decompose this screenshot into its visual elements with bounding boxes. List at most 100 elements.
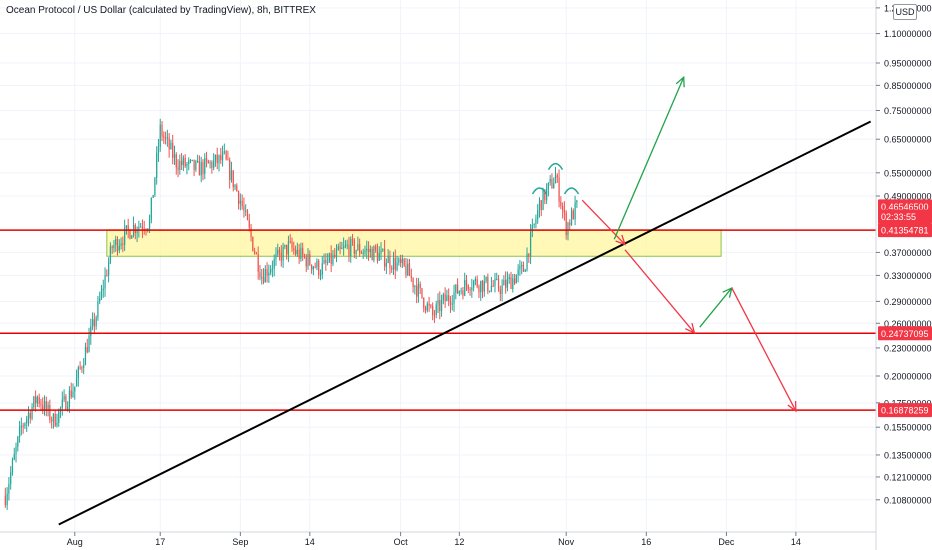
candle-body xyxy=(367,248,370,253)
candle-body xyxy=(471,287,473,290)
candle-body xyxy=(168,137,170,150)
candle-body xyxy=(141,226,144,230)
candle-body xyxy=(392,257,395,270)
candle-body xyxy=(323,259,325,264)
candle-body xyxy=(469,289,471,291)
candle-body xyxy=(529,232,532,257)
candle-body xyxy=(113,245,115,249)
trend-line xyxy=(58,120,872,526)
price-tick-label: 0.13500000 xyxy=(884,450,932,460)
candle-body xyxy=(476,279,478,287)
candle-body xyxy=(56,422,58,426)
candle-body xyxy=(166,137,168,139)
candle-body xyxy=(67,406,69,410)
candle-body xyxy=(464,280,466,296)
candle-body xyxy=(334,254,336,257)
candle-body xyxy=(535,219,537,224)
candle-body xyxy=(510,276,512,290)
time-axis[interactable]: Aug 17 Sep 14 Oct 12 Nov 16 Dec 14 xyxy=(0,531,876,547)
candle-body xyxy=(136,230,138,234)
candle-body xyxy=(134,225,136,234)
price-tick-label: 0.65000000 xyxy=(884,135,932,145)
price-label-text: 0.16878259 xyxy=(881,406,929,416)
price-label-box xyxy=(878,223,932,238)
candle-body xyxy=(31,407,33,419)
candle-body xyxy=(328,253,331,263)
candle-body xyxy=(489,290,491,292)
candle-body xyxy=(188,160,190,165)
candle-body xyxy=(278,249,281,253)
candle-body xyxy=(241,200,243,207)
price-tick-label: 0.29000000 xyxy=(884,297,932,307)
candle-body xyxy=(253,250,256,253)
candle-body xyxy=(570,210,573,225)
candle-body xyxy=(435,304,437,316)
candle-body xyxy=(560,201,562,207)
candle-body xyxy=(318,260,320,276)
candle-body xyxy=(394,257,396,270)
candle-body xyxy=(483,281,485,292)
candle-body xyxy=(170,142,172,150)
candle-body xyxy=(172,142,174,158)
candle-body xyxy=(177,167,179,170)
candle-body xyxy=(387,256,389,264)
candle-body xyxy=(287,241,290,255)
candle-body xyxy=(234,185,236,188)
candle-body xyxy=(494,279,496,286)
candle-body xyxy=(455,284,457,293)
candle-body xyxy=(503,280,505,286)
candle-body xyxy=(266,269,268,276)
time-tick-label: Sep xyxy=(232,537,248,547)
candle-body xyxy=(485,276,487,282)
candle-body xyxy=(362,252,364,254)
candle-body xyxy=(512,278,514,290)
trendline[interactable] xyxy=(58,120,872,526)
candle-body xyxy=(309,253,311,265)
candle-body xyxy=(218,155,220,164)
projection-arrows[interactable] xyxy=(581,75,797,413)
price-tick-label: 0.95000000 xyxy=(884,59,932,69)
candle-body xyxy=(478,286,480,293)
grid-lines xyxy=(0,0,876,532)
candle-body xyxy=(99,298,101,302)
candle-body xyxy=(289,241,291,243)
candle-body xyxy=(508,276,510,280)
currency-button[interactable]: USD xyxy=(893,4,917,20)
candle-body xyxy=(428,303,430,306)
zone-rect xyxy=(106,229,722,257)
candle-body xyxy=(542,189,544,211)
candle-body xyxy=(156,153,158,178)
candle-body xyxy=(519,266,521,270)
candle-body xyxy=(116,239,119,251)
candle-body xyxy=(558,177,560,202)
candle-body xyxy=(63,396,65,400)
candle-body xyxy=(18,427,21,437)
candle-body xyxy=(84,347,87,365)
candle-body xyxy=(410,275,412,278)
arrow-shaft xyxy=(613,76,685,240)
candle-body xyxy=(280,252,282,261)
candle-body xyxy=(565,212,567,236)
candle-body xyxy=(291,241,293,249)
price-label-box xyxy=(878,403,932,418)
price-label-text: 02:33:55 xyxy=(881,212,916,222)
candle-body xyxy=(205,158,208,161)
candle-body xyxy=(302,247,304,256)
price-axis[interactable]: 1.250000001.100000000.950000000.85000000… xyxy=(875,0,932,550)
candle-body xyxy=(563,209,566,213)
candle-body xyxy=(6,493,8,506)
candle-body xyxy=(506,279,509,288)
candle-body xyxy=(416,286,418,297)
candle-body xyxy=(216,154,218,164)
candle-body xyxy=(481,280,484,292)
arrow-shaft xyxy=(699,287,733,328)
candle-body xyxy=(545,188,548,201)
candle-body xyxy=(42,405,44,410)
candle-body xyxy=(275,254,277,259)
candle-body xyxy=(91,319,94,327)
candle-body xyxy=(180,160,183,165)
candle-body xyxy=(237,191,240,204)
candle-body xyxy=(49,405,51,421)
candle-body xyxy=(159,124,161,147)
